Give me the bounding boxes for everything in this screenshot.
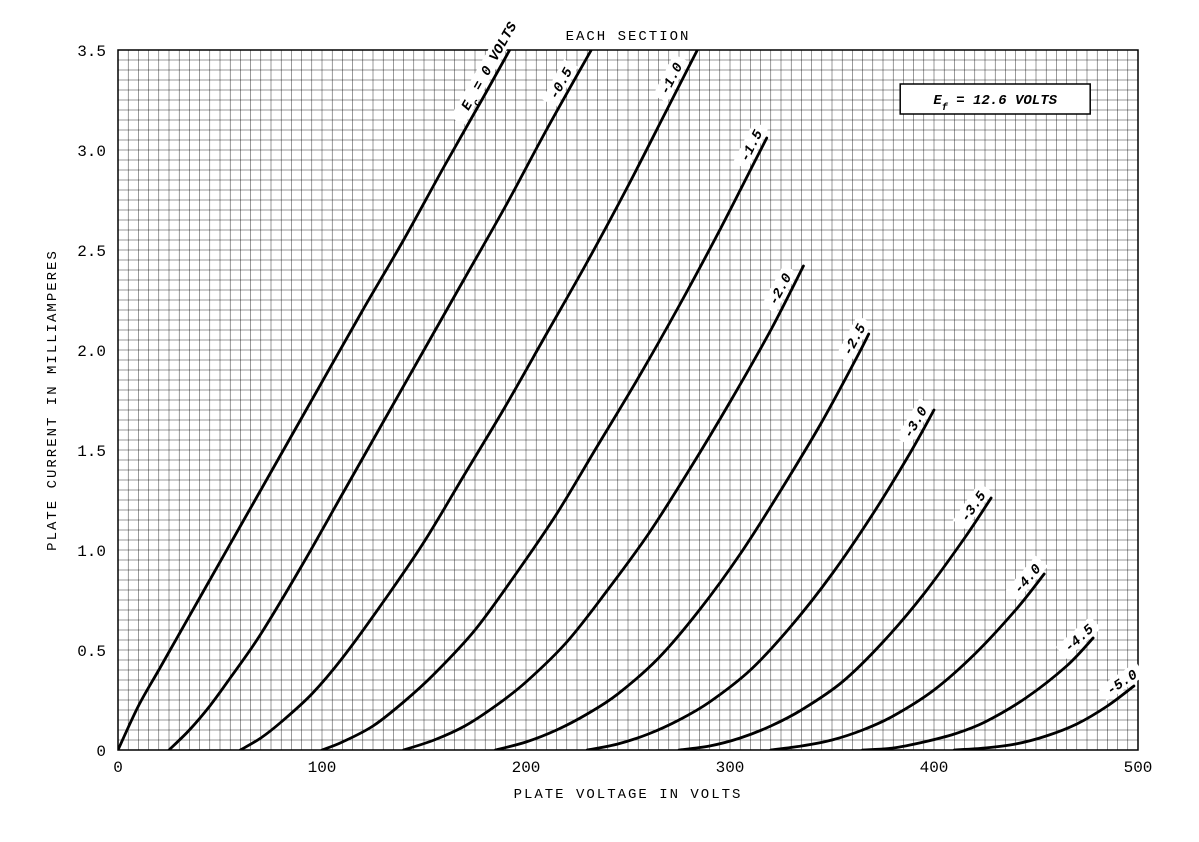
y-tick-label: 3.5: [77, 43, 106, 61]
chart-svg: 0 100 200 300 400 500 0 0.5 1.0 1.5 2.0 2.5 3.0 3.5 PL…: [20, 20, 1180, 820]
x-tick-label: 0: [113, 759, 123, 777]
y-tick-label: 2.0: [77, 343, 106, 361]
x-tick-label: 400: [920, 759, 949, 777]
y-tick-label: 0.5: [77, 643, 106, 661]
x-tick-label: 500: [1124, 759, 1153, 777]
plate-characteristics-chart: 0 100 200 300 400 500 0 0.5 1.0 1.5 2.0 2.5 3.0 3.5 PL…: [20, 20, 1180, 820]
y-tick-label: 3.0: [77, 143, 106, 161]
chart-title: EACH SECTION: [566, 29, 691, 45]
y-axis-label: PLATE CURRENT IN MILLIAMPERES: [45, 249, 61, 551]
y-tick-label: 0: [96, 743, 106, 761]
y-tick-label: 2.5: [77, 243, 106, 261]
y-tick-label: 1.0: [77, 543, 106, 561]
x-tick-label: 300: [716, 759, 745, 777]
x-tick-label: 200: [512, 759, 541, 777]
x-axis-label: PLATE VOLTAGE IN VOLTS: [514, 787, 743, 803]
x-tick-label: 100: [308, 759, 337, 777]
y-tick-label: 1.5: [77, 443, 106, 461]
